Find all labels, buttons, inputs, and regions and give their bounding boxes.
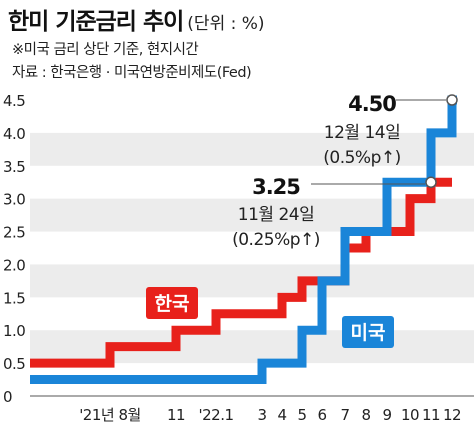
annotation-value: 4.50: [348, 92, 396, 116]
y-tick-label: 1.5: [3, 289, 25, 307]
y-tick-label: 0.5: [3, 355, 25, 373]
x-tick-label: 11: [167, 406, 185, 424]
y-tick-label: 2.5: [3, 224, 25, 242]
x-tick-label: 12: [443, 406, 461, 424]
x-tick-label: 6: [317, 406, 326, 424]
series-label-box: [342, 316, 394, 348]
x-tick-label: 7: [340, 406, 349, 424]
annotation-marker: [446, 94, 458, 106]
x-tick-label: 9: [382, 406, 391, 424]
grid-band: [30, 132, 474, 166]
x-tick-label: 4: [277, 406, 286, 424]
annotation-value: 3.25: [252, 175, 300, 199]
series-line: [30, 177, 452, 368]
source-text: 자료 : 한국은행 · 미국연방준비제도(Fed): [12, 65, 252, 81]
x-tick-label: 11: [422, 406, 440, 424]
annotation-date: 11월 24일: [238, 205, 314, 225]
x-tick-label: 5: [297, 406, 306, 424]
annotation-change: (0.25%p↑): [232, 230, 320, 250]
annotation-change: (0.5%p↑): [323, 148, 401, 168]
page-title: 한미 기준금리 추이 (단위 : %): [8, 2, 265, 36]
y-tick-label: 3.0: [3, 191, 25, 209]
grid-band: [30, 198, 474, 232]
grid-band: [30, 264, 474, 298]
x-tick-label: '22.1: [198, 406, 233, 424]
y-tick-label: 2.0: [3, 256, 25, 274]
series-label-text: 미국: [351, 322, 386, 344]
y-tick-label: 1.0: [3, 322, 25, 340]
grid-band: [30, 330, 474, 364]
x-tick-label: '21년 8월: [79, 406, 141, 424]
x-tick-label: 3: [257, 406, 266, 424]
title-text: 한미 기준금리 추이: [8, 9, 184, 35]
annotation-date: 12월 14일: [324, 123, 400, 143]
x-tick-label: 8: [361, 406, 370, 424]
y-tick-label: 4.5: [3, 92, 25, 110]
series-line: [30, 95, 457, 385]
annotation-marker: [425, 176, 437, 188]
series-label-box: [146, 287, 198, 319]
x-tick-label: 10: [401, 406, 419, 424]
y-tick-label: 4.0: [3, 125, 25, 143]
note-text: ※미국 금리 상단 기준, 현지시간: [12, 42, 199, 58]
series-label-text: 한국: [155, 293, 190, 315]
y-tick-label: 3.5: [3, 158, 25, 176]
y-tick-label: 0: [3, 388, 12, 406]
unit-label: (단위 : %): [187, 14, 265, 34]
